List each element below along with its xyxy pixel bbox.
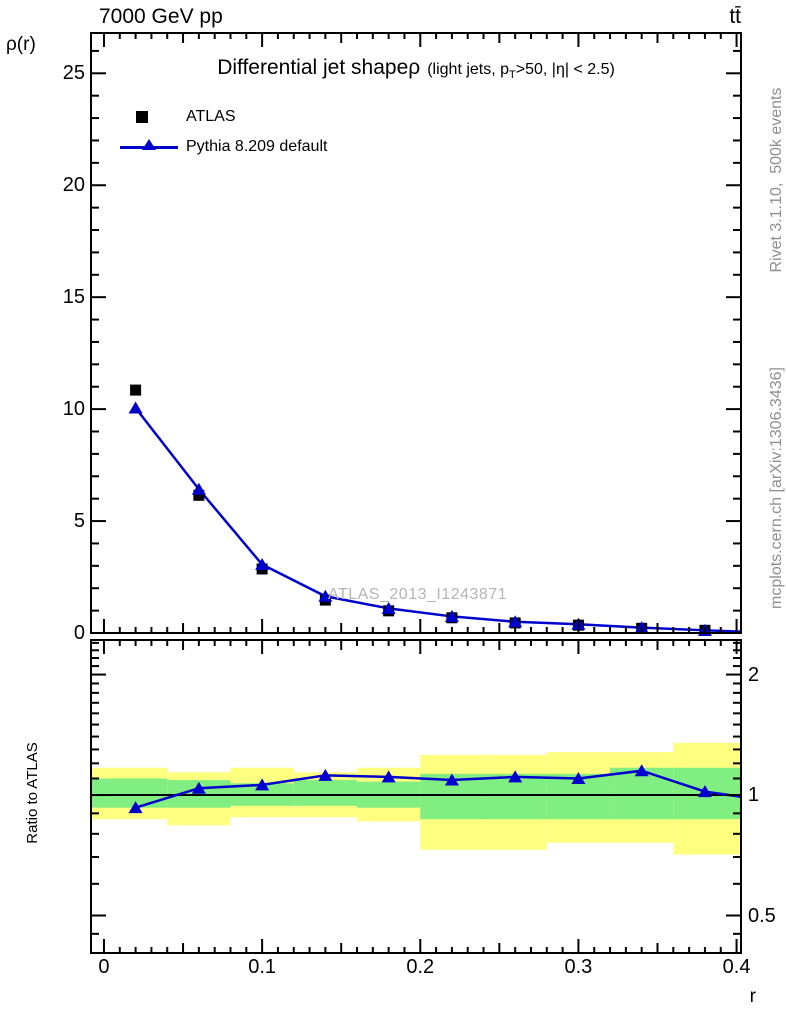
plot-title-main: Differential jet shapeρ: [217, 56, 421, 79]
ratio-mc-marker: [318, 768, 333, 781]
legend-entry-mc: Pythia 8.209 default: [120, 136, 440, 166]
x-axis-label: r: [749, 986, 756, 1007]
tick-label: 0.2: [406, 956, 435, 978]
ratio-mc-marker: [255, 778, 270, 791]
tick-label: 15: [62, 286, 85, 309]
tick-label: 1: [748, 784, 760, 807]
ratio-mc-marker: [381, 770, 396, 783]
tick-label: 2: [748, 663, 760, 686]
plot-title-cuts: (light jets, pT>50, |η| < 2.5): [427, 61, 615, 81]
main-mc-marker: [381, 601, 396, 614]
main-mc-marker: [444, 609, 459, 622]
data-square-marker-icon: [136, 111, 148, 123]
legend-label-data: ATLAS: [186, 108, 236, 125]
ratio-y-axis-label: Ratio to ATLAS: [24, 742, 41, 844]
main-mc-marker: [508, 615, 523, 628]
ratio-mc-marker: [191, 781, 206, 794]
tick-label: 0.4: [722, 956, 751, 978]
main-data-marker: [130, 384, 142, 396]
tick-label: 0.3: [564, 956, 593, 978]
inner-uncertainty-band: [91, 778, 168, 808]
ratio-mc-marker: [697, 785, 712, 798]
tick-label: 25: [62, 62, 85, 85]
legend: ATLAS Pythia 8.209 default: [120, 106, 440, 166]
mc-triangle-marker-icon: [142, 139, 156, 150]
main-data-marker: [193, 489, 205, 501]
tick-label: 10: [62, 398, 85, 421]
ratio-mc-marker: [508, 770, 523, 783]
legend-entry-data: ATLAS: [120, 106, 440, 136]
main-tick-label-layer: 0 5 10 15 20 25: [62, 62, 85, 644]
tick-label: 0.5: [748, 904, 776, 927]
tick-label: 5: [73, 510, 85, 533]
main-mc-marker: [128, 401, 143, 414]
ratio-mc-marker: [444, 773, 459, 786]
analysis-watermark: ATLAS_2013_I1243871: [328, 586, 508, 603]
tick-label: 0: [98, 956, 110, 978]
ratio-mc-marker: [571, 771, 586, 784]
main-y-axis-label: ρ(r): [6, 34, 36, 55]
main-panel-frame: [90, 32, 742, 634]
ratio-mc-marker: [634, 764, 649, 777]
legend-label-mc: Pythia 8.209 default: [186, 138, 328, 155]
tick-label: 20: [62, 174, 85, 197]
process-label: tt̄: [729, 5, 741, 28]
plot-title: Differential jet shapeρ (light jets, pT>5…: [91, 56, 741, 81]
inner-uncertainty-band: [293, 780, 358, 806]
ratio-panel-frame: [90, 639, 742, 954]
beam-energy-label: 7000 GeV pp: [99, 5, 223, 28]
main-mc-marker: [191, 482, 206, 495]
main-mc-marker: [255, 557, 270, 570]
main-mc-marker: [318, 589, 333, 602]
inner-uncertainty-band: [610, 767, 674, 820]
tick-label: 0: [73, 622, 85, 644]
tick-label: 0.1: [248, 956, 277, 978]
ratio-mc-marker: [128, 801, 143, 814]
